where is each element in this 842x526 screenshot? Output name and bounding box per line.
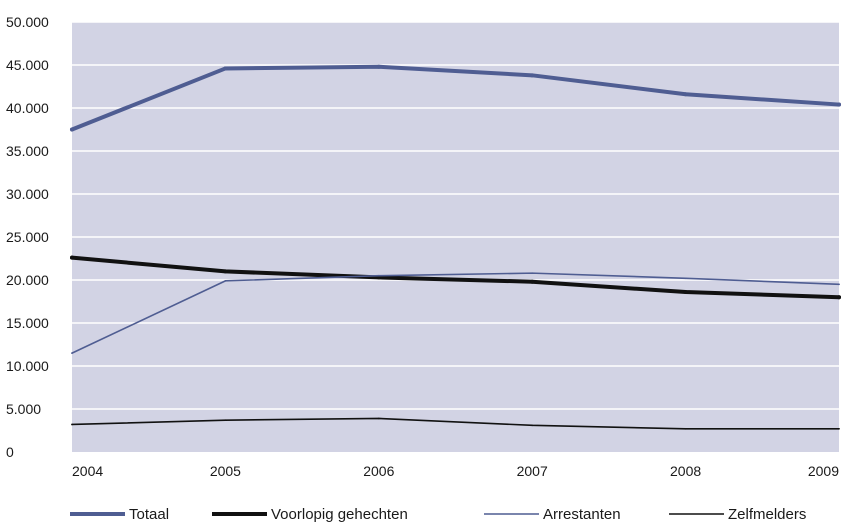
data-point <box>70 127 74 132</box>
y-tick-label: 20.000 <box>6 272 49 288</box>
data-point <box>531 424 533 427</box>
y-tick-label: 10.000 <box>6 358 49 374</box>
data-point <box>838 283 840 286</box>
y-tick-label: 30.000 <box>6 186 49 202</box>
data-point <box>70 255 74 260</box>
legend-label: Zelfmelders <box>728 506 806 523</box>
y-tick-label: 0 <box>6 444 14 460</box>
data-point <box>71 423 73 426</box>
x-tick-label: 2004 <box>72 463 103 479</box>
legend-label: Voorlopig gehechten <box>271 506 408 523</box>
series-line-1 <box>70 64 841 132</box>
data-point <box>71 352 73 354</box>
y-tick-label: 35.000 <box>6 143 49 159</box>
y-tick-label: 40.000 <box>6 100 49 116</box>
data-point <box>223 269 228 274</box>
y-tick-label: 45.000 <box>6 57 49 73</box>
data-point <box>223 66 228 71</box>
x-tick-label: 2005 <box>210 463 241 479</box>
data-point <box>376 64 381 69</box>
data-point <box>683 92 688 97</box>
y-tick-label: 15.000 <box>6 315 49 331</box>
data-point <box>683 290 688 295</box>
series-line-2 <box>70 255 841 300</box>
y-tick-label: 5.000 <box>6 401 41 417</box>
series-line-3 <box>71 272 840 354</box>
data-point <box>837 295 841 300</box>
x-axis-ticks: 2004 2005 2006 2007 2008 2009 <box>72 463 839 479</box>
x-tick-label: 2007 <box>517 463 548 479</box>
y-axis-ticks: 0 5.000 10.000 15.000 20.000 25.000 30.000 35.0… <box>6 14 49 460</box>
x-tick-label: 2009 <box>808 463 839 479</box>
y-tick-label: 50.000 <box>6 14 49 30</box>
gridlines <box>72 21 839 410</box>
series-line-4 <box>71 417 840 430</box>
legend-label: Arrestanten <box>543 506 621 523</box>
data-point <box>530 279 535 284</box>
data-point <box>684 427 687 430</box>
data-point <box>837 102 841 107</box>
x-tick-label: 2008 <box>670 463 701 479</box>
data-point <box>531 272 533 274</box>
series-lines <box>70 64 841 430</box>
data-point <box>224 419 227 421</box>
legend-label: Totaal <box>129 506 169 523</box>
data-point <box>224 280 227 282</box>
x-tick-label: 2006 <box>363 463 394 479</box>
legend: Totaal Voorlopig gehechten Arrestanten Zelf… <box>70 506 806 523</box>
data-point <box>378 417 380 420</box>
data-point <box>684 277 687 280</box>
y-tick-label: 25.000 <box>6 229 49 245</box>
data-point <box>530 73 535 78</box>
data-point <box>378 274 380 277</box>
data-point <box>838 427 840 430</box>
